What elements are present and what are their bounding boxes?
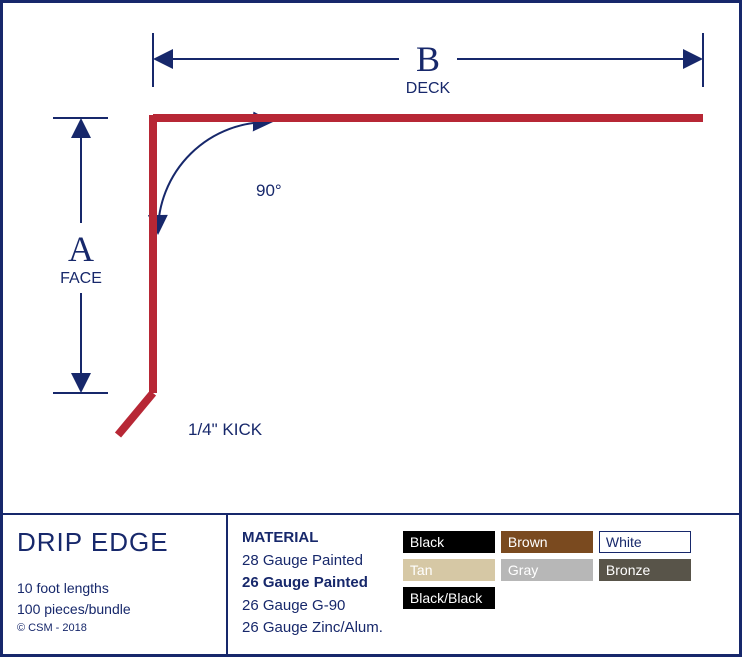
swatch-row: Tan Gray Bronze xyxy=(403,559,691,581)
swatch-bronze: Bronze xyxy=(599,559,691,581)
swatch-brown: Brown xyxy=(501,531,593,553)
angle-label: 90° xyxy=(256,181,282,200)
footer-right: MATERIAL 28 Gauge Painted26 Gauge Painte… xyxy=(228,515,739,654)
product-length: 10 foot lengths xyxy=(17,578,212,599)
dimension-b: B DECK xyxy=(153,33,703,97)
dim-a-label: FACE xyxy=(60,270,102,287)
swatch-black: Black xyxy=(403,531,495,553)
product-title: DRIP EDGE xyxy=(17,527,212,558)
product-copyright: © CSM - 2018 xyxy=(17,620,212,637)
dimension-a: A FACE xyxy=(53,118,108,393)
swatch-white: White xyxy=(599,531,691,553)
material-column: MATERIAL 28 Gauge Painted26 Gauge Painte… xyxy=(242,527,383,642)
footer: DRIP EDGE 10 foot lengths 100 pieces/bun… xyxy=(3,513,739,654)
swatch-row: Black/Black xyxy=(403,587,691,609)
swatch-black-black: Black/Black xyxy=(403,587,495,609)
diagram-svg: B DECK A FACE 90° xyxy=(3,3,739,508)
footer-left: DRIP EDGE 10 foot lengths 100 pieces/bun… xyxy=(3,515,228,654)
swatch-row: Black Brown White xyxy=(403,531,691,553)
material-item: 26 Gauge G-90 xyxy=(242,595,383,618)
color-swatches: Black Brown White Tan Gray Bronze Black/Black xyxy=(403,527,691,642)
profile xyxy=(118,115,703,435)
diagram-area: B DECK A FACE 90° xyxy=(3,3,739,513)
dim-b-label: DECK xyxy=(406,80,451,97)
swatch-tan: Tan xyxy=(403,559,495,581)
material-item: 28 Gauge Painted xyxy=(242,550,383,573)
product-info: 10 foot lengths 100 pieces/bundle © CSM … xyxy=(17,578,212,637)
material-item: 26 Gauge Zinc/Alum. xyxy=(242,617,383,640)
material-item: 26 Gauge Painted xyxy=(242,572,383,595)
dim-a-letter: A xyxy=(68,229,94,269)
product-bundle: 100 pieces/bundle xyxy=(17,599,212,620)
swatch-gray: Gray xyxy=(501,559,593,581)
material-heading: MATERIAL xyxy=(242,527,383,550)
container: B DECK A FACE 90° xyxy=(0,0,742,657)
kick-label: 1/4" KICK xyxy=(188,420,263,439)
dim-b-letter: B xyxy=(416,39,440,79)
angle-indicator: 90° xyxy=(158,122,282,233)
